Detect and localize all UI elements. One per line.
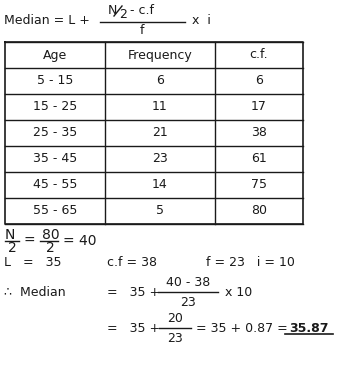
Text: = 40: = 40 xyxy=(63,234,97,248)
Text: 23: 23 xyxy=(152,152,168,165)
Text: 80: 80 xyxy=(42,228,60,242)
Text: Median = L +: Median = L + xyxy=(4,14,90,27)
Text: =: = xyxy=(24,234,35,248)
Text: N: N xyxy=(108,5,117,18)
Text: L   =   35: L = 35 xyxy=(4,255,61,268)
Text: 55 - 65: 55 - 65 xyxy=(33,204,77,218)
Text: 6: 6 xyxy=(156,74,164,87)
Text: f = 23   i = 10: f = 23 i = 10 xyxy=(206,255,295,268)
Text: = 35 + 0.87 =: = 35 + 0.87 = xyxy=(196,321,288,335)
Text: x  i: x i xyxy=(192,14,211,27)
Text: Frequency: Frequency xyxy=(128,48,192,62)
Text: c.f.: c.f. xyxy=(250,48,268,62)
Text: 40 - 38: 40 - 38 xyxy=(166,277,210,289)
Text: f: f xyxy=(140,25,145,37)
Text: 2: 2 xyxy=(46,241,55,255)
Text: ∴  Median: ∴ Median xyxy=(4,285,65,298)
Text: 2: 2 xyxy=(119,9,127,21)
Text: 23: 23 xyxy=(180,296,196,308)
Text: 14: 14 xyxy=(152,179,168,191)
Text: 15 - 25: 15 - 25 xyxy=(33,101,77,113)
Text: =   35 +: = 35 + xyxy=(107,285,160,298)
Text: c.f = 38: c.f = 38 xyxy=(107,255,157,268)
Text: 75: 75 xyxy=(251,179,267,191)
Text: N: N xyxy=(5,228,15,242)
Text: 35 - 45: 35 - 45 xyxy=(33,152,77,165)
Text: 2: 2 xyxy=(8,241,17,255)
Text: 35.87: 35.87 xyxy=(289,321,329,335)
Text: 61: 61 xyxy=(251,152,267,165)
Text: =   35 +: = 35 + xyxy=(107,321,160,335)
Text: 20: 20 xyxy=(167,312,183,326)
Text: 38: 38 xyxy=(251,126,267,140)
Text: 21: 21 xyxy=(152,126,168,140)
Text: 11: 11 xyxy=(152,101,168,113)
Text: 17: 17 xyxy=(251,101,267,113)
Text: Age: Age xyxy=(43,48,67,62)
Text: x 10: x 10 xyxy=(225,285,252,298)
Text: 80: 80 xyxy=(251,204,267,218)
Text: 5: 5 xyxy=(156,204,164,218)
Text: 23: 23 xyxy=(167,332,183,344)
Text: - c.f: - c.f xyxy=(130,5,154,18)
Text: 6: 6 xyxy=(255,74,263,87)
Text: 45 - 55: 45 - 55 xyxy=(33,179,77,191)
Text: 5 - 15: 5 - 15 xyxy=(37,74,73,87)
Text: 25 - 35: 25 - 35 xyxy=(33,126,77,140)
